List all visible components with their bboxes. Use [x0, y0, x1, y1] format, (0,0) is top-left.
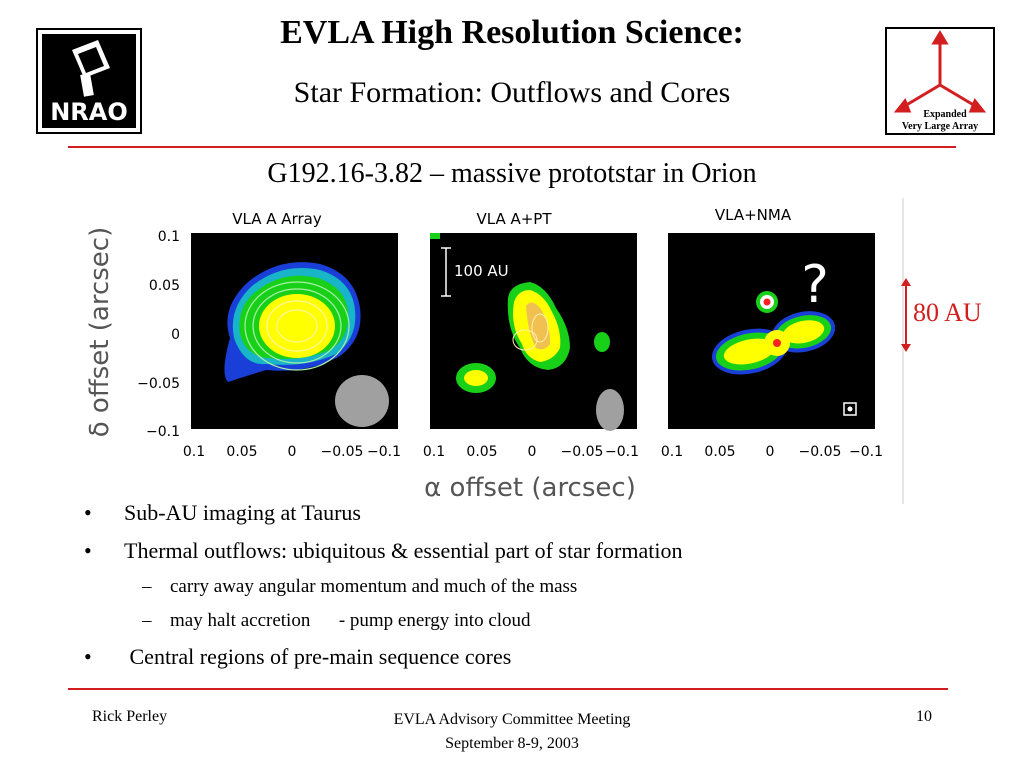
y-axis-label: δ offset (arcsec)	[85, 227, 115, 437]
bullet-item: • Sub-AU imaging at Taurus	[84, 494, 984, 532]
panel-vla-nma: VLA+NMA ?	[668, 206, 875, 429]
y-tick: −0.1	[146, 424, 180, 440]
x-axis-label: α offset (arcsec)	[424, 473, 636, 503]
x-tick: 0	[528, 444, 537, 460]
x-tick: −0.1	[605, 444, 639, 460]
bullet-item: • Thermal outflows: ubiquitous & essenti…	[84, 532, 984, 570]
footer-event: EVLA Advisory Committee Meeting Septembe…	[362, 708, 662, 756]
slide-subtitle: Star Formation: Outflows and Cores	[293, 76, 731, 109]
y-tick: 0.1	[158, 229, 180, 245]
footer-author: Rick Perley	[92, 708, 168, 725]
question-mark-annotation: ?	[801, 255, 829, 315]
x-tick: −0.05	[799, 444, 842, 460]
bullet-marker: •	[84, 644, 92, 669]
x-tick: 0	[766, 444, 775, 460]
x-tick: 0.1	[183, 444, 205, 460]
bullet-marker: •	[84, 500, 92, 525]
bullet-list: • Sub-AU imaging at Taurus • Thermal out…	[84, 494, 984, 676]
slide-heading: G192.16-3.82 – massive prototstar in Ori…	[267, 158, 757, 189]
x-tick: 0.1	[661, 444, 683, 460]
panel-vla-a-pt: VLA A+PT 100 AU	[430, 210, 637, 431]
x-tick: 0.05	[704, 444, 735, 460]
nrao-logo: NRAO	[36, 28, 142, 134]
bullet-text: Sub-AU imaging at Taurus	[124, 500, 361, 525]
panel-title: VLA A+PT	[476, 210, 552, 228]
nrao-logo-text: NRAO	[50, 98, 128, 126]
x-tick: −0.1	[367, 444, 401, 460]
panel-title: VLA+NMA	[715, 206, 792, 224]
scalebar-label: 100 AU	[454, 262, 509, 280]
panel-title: VLA A Array	[232, 210, 322, 228]
slide-title: EVLA High Resolution Science:	[280, 14, 744, 51]
evla-logo-text-2: Very Large Array	[902, 121, 978, 132]
footer-event-name: EVLA Advisory Committee Meeting	[393, 711, 631, 728]
y-tick: 0.05	[149, 278, 180, 294]
x-tick: 0.05	[466, 444, 497, 460]
slide-number: 10	[916, 708, 932, 725]
x-tick: −0.05	[321, 444, 364, 460]
y-tick: 0	[171, 327, 180, 343]
evla-logo: Expanded Very Large Array	[885, 27, 995, 135]
x-tick: −0.05	[561, 444, 604, 460]
evla-logo-text-1: Expanded	[923, 109, 967, 120]
x-tick: 0.05	[226, 444, 257, 460]
sub-bullet-text: may halt accretion - pump energy into cl…	[170, 610, 531, 631]
y-tick: −0.05	[137, 376, 180, 392]
panel-vla-a-array: VLA A Array	[191, 210, 398, 429]
sub-bullet-marker: –	[142, 610, 152, 631]
top-divider	[68, 146, 956, 148]
footer-event-date: September 8-9, 2003	[445, 735, 579, 752]
sub-bullet-text: carry away angular momentum and much of …	[170, 576, 578, 597]
x-tick: −0.1	[849, 444, 883, 460]
bullet-text: Central regions of pre-main sequence cor…	[124, 644, 512, 669]
scale-marker	[896, 278, 916, 352]
sub-bullet-item: – may halt accretion - pump energy into …	[84, 604, 984, 638]
bullet-text: Thermal outflows: ubiquitous & essential…	[124, 538, 683, 563]
sub-bullet-item: – carry away angular momentum and much o…	[84, 570, 984, 604]
scale-label: 80 AU	[913, 298, 982, 327]
x-tick: 0.1	[423, 444, 445, 460]
sub-bullet-marker: –	[142, 576, 152, 597]
bottom-divider	[68, 688, 948, 690]
bullet-marker: •	[84, 538, 92, 563]
figure-three-panel-maps: δ offset (arcsec) 0.1 0.05 0 −0.05 −0.1 …	[70, 198, 904, 504]
bullet-item: • Central regions of pre-main sequence c…	[84, 638, 984, 676]
x-tick: 0	[288, 444, 297, 460]
